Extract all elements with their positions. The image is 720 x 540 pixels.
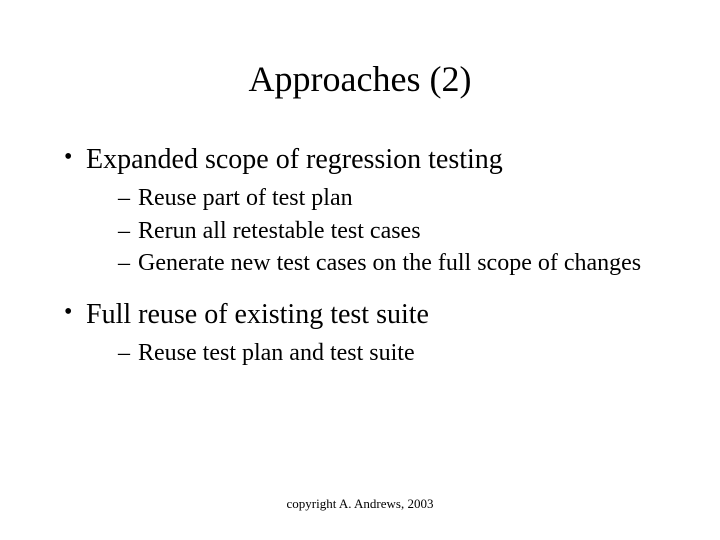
slide-title: Approaches (2) — [50, 58, 670, 100]
footer-copyright: copyright A. Andrews, 2003 — [0, 496, 720, 512]
bullet-text: Expanded scope of regression testing — [86, 144, 503, 175]
sub-list: Reuse test plan and test suite — [86, 338, 670, 369]
sub-list: Reuse part of test plan Rerun all retest… — [86, 183, 670, 279]
bullet-text: Full reuse of existing test suite — [86, 299, 429, 330]
sub-item: Reuse test plan and test suite — [118, 338, 670, 369]
bullet-item: Expanded scope of regression testing Reu… — [62, 142, 670, 279]
bullet-item: Full reuse of existing test suite Reuse … — [62, 297, 670, 369]
bullet-list: Expanded scope of regression testing Reu… — [50, 142, 670, 369]
sub-item: Reuse part of test plan — [118, 183, 670, 214]
slide-container: Approaches (2) Expanded scope of regress… — [0, 0, 720, 540]
sub-item: Generate new test cases on the full scop… — [118, 248, 670, 279]
sub-item: Rerun all retestable test cases — [118, 216, 670, 247]
